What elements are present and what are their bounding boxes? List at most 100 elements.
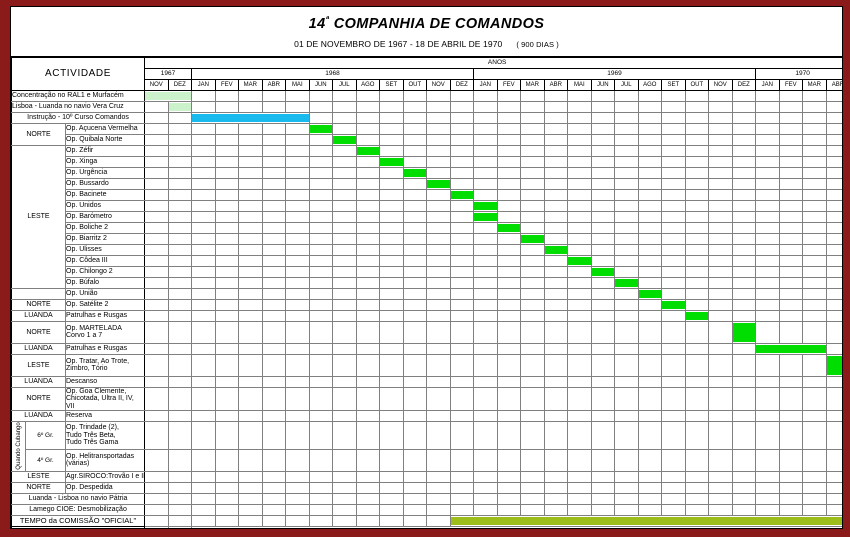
gantt-empty-cell (214, 199, 240, 212)
gantt-empty-cell (144, 100, 169, 113)
gantt-empty-cell (825, 298, 842, 311)
activity-label: Op. Unidos (64, 199, 146, 212)
gantt-bar-cell: 16 (355, 144, 381, 157)
gantt-empty-cell (473, 232, 498, 245)
gantt-empty-cell (825, 177, 842, 190)
gantt-empty-cell (825, 221, 842, 234)
gantt-empty-cell (308, 232, 334, 245)
gantt-empty-cell (285, 243, 310, 256)
gantt-empty-cell (802, 210, 827, 223)
gantt-empty-cell (590, 420, 616, 450)
gantt-empty-cell (755, 420, 780, 450)
gantt-empty-cell (496, 133, 522, 146)
gantt-empty-cell (426, 503, 451, 516)
gantt-empty-cell (285, 503, 310, 516)
gantt-empty-cell (308, 448, 334, 472)
activity-label: Lisboa - Luanda no navio Vera Cruz (11, 100, 146, 113)
gantt-empty-cell (144, 111, 169, 124)
gantt-empty-cell (191, 409, 216, 422)
gantt-empty-cell (261, 254, 287, 267)
gantt-empty-cell (731, 503, 757, 516)
gantt-empty-cell (426, 199, 451, 212)
gantt-empty-cell (661, 210, 686, 223)
gantt-empty-cell (614, 298, 639, 311)
gantt-empty-cell (379, 166, 404, 179)
gantt-empty-cell (614, 199, 639, 212)
gantt-empty-cell (661, 122, 686, 135)
gantt-empty-cell (567, 420, 592, 450)
table-row: Instrução - 10º Curso Comandos 1120 (11, 111, 842, 124)
gantt-empty-cell (167, 221, 193, 234)
gantt-empty-cell (496, 353, 522, 377)
gantt-empty-cell (214, 514, 240, 527)
gantt-empty-cell (496, 320, 522, 344)
gantt-empty-cell (496, 100, 522, 113)
activity-column-header: ACTIVIDADE (11, 56, 146, 91)
gantt-empty-cell (825, 420, 842, 450)
gantt-empty-cell (167, 375, 193, 388)
gantt-empty-cell (167, 155, 193, 168)
title-number: 14 (308, 15, 326, 32)
activity-label: Op. Zéfir (64, 144, 146, 157)
activity-label: Op. União (64, 287, 146, 300)
gantt-empty-cell (684, 265, 710, 278)
gantt-empty-cell (355, 243, 381, 256)
gantt-empty-cell (402, 287, 428, 300)
activity-label: Op. Satélite 2 (64, 298, 146, 311)
gantt-empty-cell (755, 89, 780, 102)
gantt-empty-cell (778, 287, 804, 300)
gantt-empty-cell (802, 199, 827, 212)
gantt-empty-cell (308, 287, 334, 300)
gantt-empty-cell (731, 386, 757, 411)
gantt-empty-cell (191, 353, 216, 377)
zone-label: NORTE (11, 298, 66, 311)
gantt-empty-cell (614, 232, 639, 245)
gantt-empty-cell (590, 133, 616, 146)
gantt-empty-cell (755, 409, 780, 422)
gantt-empty-cell (379, 276, 404, 289)
gantt-empty-cell (191, 492, 216, 505)
summary-label: TEMPO da COMISSÃO "OFICIAL" (11, 514, 146, 527)
gantt-empty-cell (802, 144, 827, 157)
gantt-empty-cell (214, 232, 240, 245)
gantt-empty-cell (543, 254, 569, 267)
gantt-empty-cell (802, 122, 827, 135)
gantt-empty-cell (637, 188, 663, 201)
gantt-empty-cell (661, 133, 686, 146)
gantt-empty-cell (426, 470, 451, 483)
gantt-empty-cell (285, 265, 310, 278)
gantt-empty-cell (637, 481, 663, 494)
activity-label: Op. Trindade (2), Tudo Três Beta, Tudo Trê… (64, 420, 146, 450)
gantt-empty-cell (332, 470, 357, 483)
gantt-empty-cell (543, 111, 569, 124)
gantt-empty-cell (708, 481, 733, 494)
gantt-empty-cell (308, 386, 334, 411)
gantt-empty-cell (684, 481, 710, 494)
gantt-empty-cell (191, 122, 216, 135)
gantt-empty-cell (144, 232, 169, 245)
gantt-empty-cell (731, 409, 757, 422)
page-title: 14ª COMPANHIA DE COMANDOS (11, 14, 842, 32)
gantt-empty-cell (590, 353, 616, 377)
gantt-empty-cell (449, 210, 475, 223)
gantt-empty-cell (402, 210, 428, 223)
gantt-empty-cell (778, 254, 804, 267)
gantt-empty-cell (614, 166, 639, 179)
gantt-empty-cell (191, 342, 216, 355)
gantt-empty-cell (355, 492, 381, 505)
gantt-empty-cell (308, 89, 334, 102)
gantt-empty-cell (402, 320, 428, 344)
gantt-empty-cell (637, 298, 663, 311)
gantt-empty-cell (590, 448, 616, 472)
gantt-empty-cell (332, 188, 357, 201)
gantt-empty-cell (214, 221, 240, 234)
gantt-empty-cell (379, 144, 404, 157)
gantt-empty-cell (261, 375, 287, 388)
gantt-empty-cell (144, 254, 169, 267)
gantt-empty-cell (473, 298, 498, 311)
gantt-empty-cell (567, 122, 592, 135)
gantt-empty-cell (708, 177, 733, 190)
gantt-empty-cell (402, 133, 428, 146)
